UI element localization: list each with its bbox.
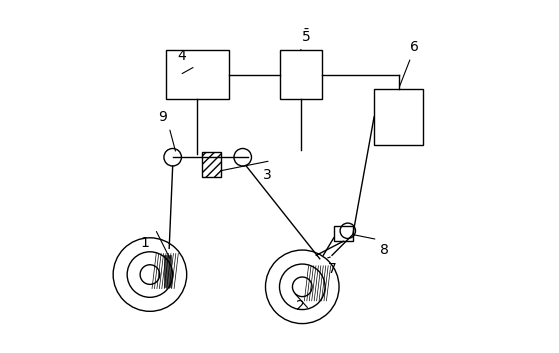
Text: 1: 1 (140, 236, 149, 250)
Bar (374, 89, 423, 145)
Bar (202, 152, 221, 176)
Text: 9: 9 (158, 110, 167, 124)
Text: $\bar{5}$: $\bar{5}$ (301, 28, 311, 45)
Text: 3: 3 (263, 168, 272, 182)
Text: 6: 6 (410, 40, 419, 54)
Text: 8: 8 (380, 243, 389, 257)
Bar (165, 50, 229, 100)
Bar (334, 226, 353, 241)
Text: 4: 4 (177, 49, 186, 63)
Text: 7: 7 (328, 262, 337, 276)
Text: 2: 2 (296, 299, 305, 313)
Bar (280, 50, 321, 100)
